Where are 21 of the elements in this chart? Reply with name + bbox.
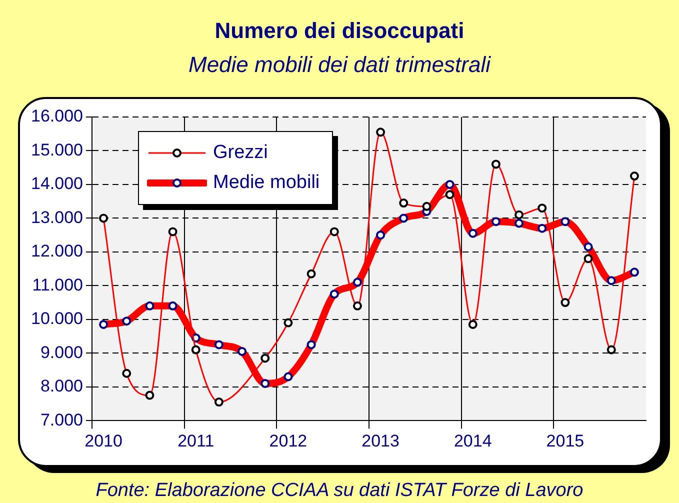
- chart-title: Numero dei disoccupati: [214, 18, 466, 44]
- x-tick-label: 2013: [362, 431, 400, 450]
- y-tick-label: 13.000: [30, 208, 83, 227]
- y-tick-label: 7.000: [40, 410, 83, 430]
- y-tick-label: 16.000: [30, 106, 83, 126]
- y-tick-label: 14.000: [30, 174, 83, 194]
- x-tick-label: 2015: [546, 431, 584, 450]
- x-tick-label: 2014: [454, 431, 492, 450]
- y-tick-label: 15.000: [30, 140, 83, 160]
- source-note: Fonte: Elaborazione CCIAA su dati ISTAT Forze di Lavoro: [94, 480, 584, 502]
- legend-label: Medie mobili: [213, 172, 320, 194]
- y-tick-label: 9.000: [40, 342, 83, 362]
- y-tick-label: 12.000: [30, 242, 83, 261]
- legend-label: Grezzi: [213, 142, 268, 164]
- chart-subtitle: Medie mobili dei dati trimestrali: [188, 52, 492, 78]
- y-tick-label: 8.000: [40, 376, 83, 396]
- x-tick-label: 2012: [269, 431, 308, 450]
- y-tick-label: 11.000: [32, 275, 83, 294]
- x-tick-label: 2011: [178, 431, 214, 450]
- y-tick-label: 10.000: [30, 309, 83, 328]
- x-tick-label: 2010: [84, 431, 122, 450]
